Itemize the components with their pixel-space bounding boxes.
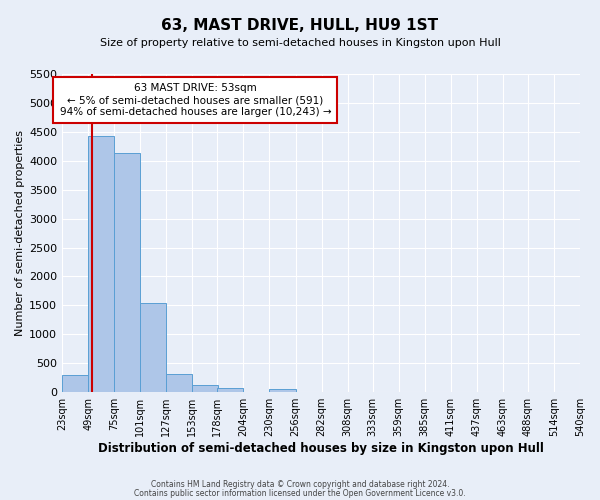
Text: 63, MAST DRIVE, HULL, HU9 1ST: 63, MAST DRIVE, HULL, HU9 1ST — [161, 18, 439, 32]
X-axis label: Distribution of semi-detached houses by size in Kingston upon Hull: Distribution of semi-detached houses by … — [98, 442, 544, 455]
Bar — [62, 376, 88, 392]
Bar — [193, 384, 218, 392]
Bar — [140, 303, 166, 392]
Bar — [217, 388, 244, 392]
Y-axis label: Number of semi-detached properties: Number of semi-detached properties — [15, 130, 25, 336]
Text: Contains public sector information licensed under the Open Government Licence v3: Contains public sector information licen… — [134, 488, 466, 498]
Bar — [269, 390, 296, 392]
Text: Contains HM Land Registry data © Crown copyright and database right 2024.: Contains HM Land Registry data © Crown c… — [151, 480, 449, 489]
Bar — [166, 374, 193, 392]
Bar — [114, 152, 140, 392]
Bar — [88, 136, 114, 392]
Text: 63 MAST DRIVE: 53sqm
← 5% of semi-detached houses are smaller (591)
94% of semi-: 63 MAST DRIVE: 53sqm ← 5% of semi-detach… — [59, 84, 331, 116]
Text: Size of property relative to semi-detached houses in Kingston upon Hull: Size of property relative to semi-detach… — [100, 38, 500, 48]
